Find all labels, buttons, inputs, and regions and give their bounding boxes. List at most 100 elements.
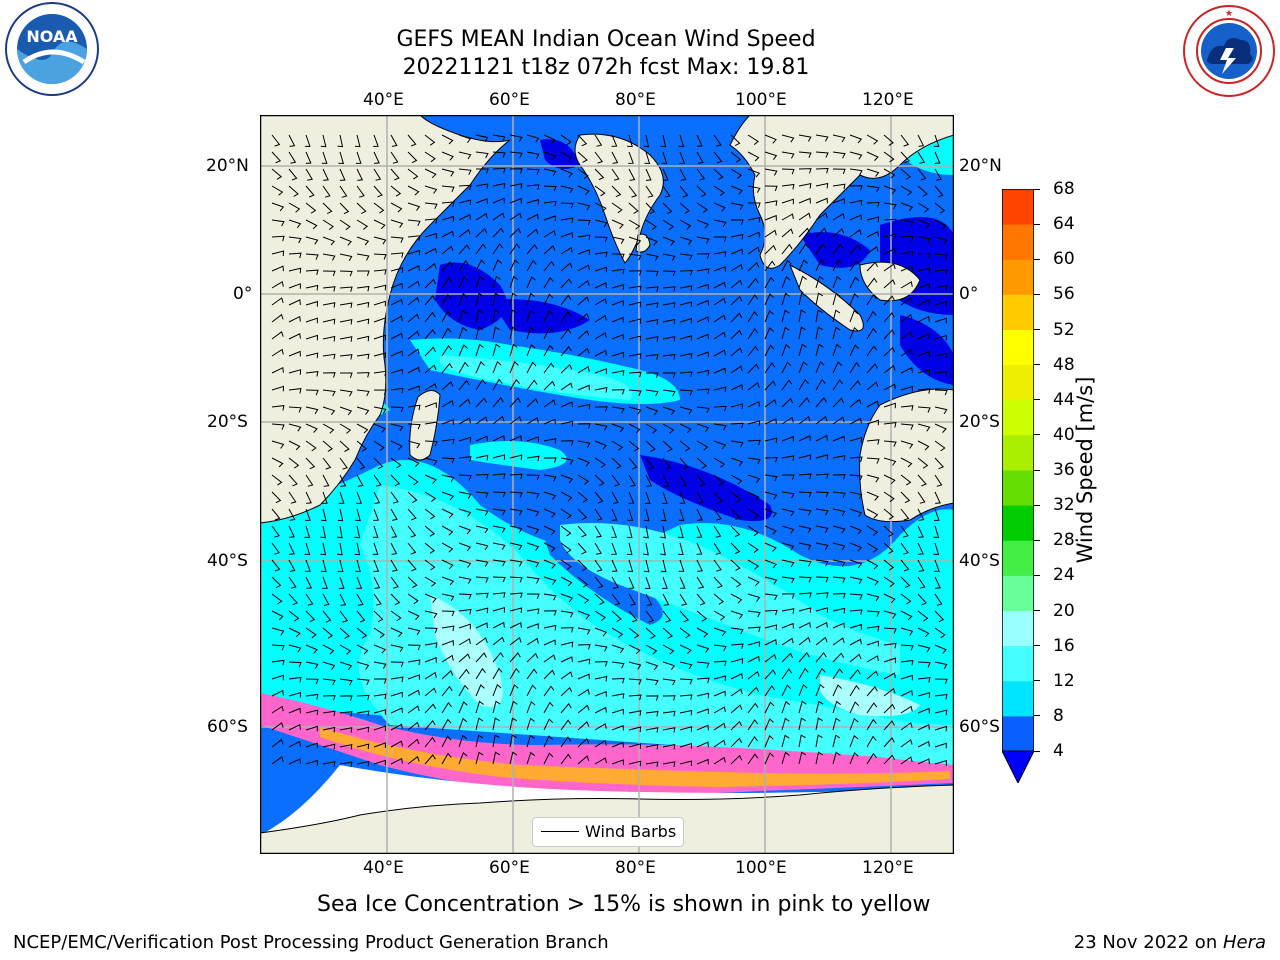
wind-barb — [866, 542, 879, 553]
wind-barb — [475, 151, 489, 159]
wind-barb — [815, 397, 827, 408]
wind-barb — [747, 457, 761, 465]
colorbar-tick-mark — [1034, 399, 1040, 401]
wind-barb — [526, 228, 539, 238]
wind-barb — [645, 270, 659, 277]
wind-barb — [526, 198, 540, 205]
wind-barb — [917, 610, 929, 622]
wind-barb — [730, 248, 743, 255]
wind-barb — [781, 361, 792, 374]
wind-barb — [390, 457, 402, 469]
wind-barb — [798, 343, 807, 357]
wind-barb — [628, 406, 642, 415]
wind-barb — [782, 474, 795, 480]
wind-barb — [883, 151, 895, 163]
colorbar-tick-mark — [1034, 434, 1040, 436]
wind-barb — [543, 185, 557, 192]
wind-barb — [696, 236, 710, 244]
colorbar-segment — [1002, 364, 1034, 401]
wind-barb — [849, 474, 863, 481]
wind-barb — [883, 168, 896, 179]
wind-barb — [305, 559, 311, 572]
wind-barb — [917, 423, 931, 432]
wind-barb — [628, 491, 635, 504]
wind-barb — [900, 627, 914, 636]
wind-barb — [492, 167, 506, 174]
wind-barb — [271, 610, 284, 621]
wind-barb — [577, 249, 590, 255]
wind-barb — [509, 134, 523, 142]
wind-barb — [849, 260, 861, 272]
wind-barb — [747, 491, 760, 502]
wind-barb — [815, 309, 823, 323]
wind-barb — [917, 202, 930, 213]
wind-barb — [288, 707, 301, 714]
wind-barb — [764, 559, 778, 569]
wind-barb — [509, 559, 523, 567]
wind-barb — [390, 627, 403, 637]
wind-barb — [390, 267, 404, 273]
wind-barb — [560, 753, 572, 765]
wind-barb — [594, 627, 608, 637]
wind-barb — [900, 440, 914, 449]
colorbar-tick-label: 12 — [1053, 670, 1075, 691]
wind-barb — [407, 576, 418, 588]
wind-barb — [900, 281, 913, 289]
wind-barb — [764, 310, 774, 323]
wind-barb — [458, 244, 470, 255]
wind-barb — [560, 671, 573, 680]
colorbar-segment — [1002, 505, 1034, 541]
wind-barb — [713, 185, 725, 197]
wind-barb — [407, 755, 420, 765]
wind-barb — [357, 270, 370, 276]
wind-barb — [781, 275, 791, 289]
wind-barb — [917, 168, 927, 181]
wind-barb — [407, 385, 420, 392]
wind-barb — [322, 372, 336, 378]
wind-barb — [798, 361, 808, 374]
wind-barb — [424, 134, 436, 146]
wind-barb — [866, 640, 879, 647]
wind-barb — [626, 525, 633, 539]
wind-barb — [475, 212, 488, 221]
map-panel: Wind Barbs — [260, 115, 954, 854]
wind-barb — [645, 440, 656, 452]
wind-barb — [917, 185, 928, 197]
wind-barb — [645, 457, 655, 470]
wind-barb — [594, 644, 608, 652]
wind-barb — [288, 440, 301, 451]
sea-ice-note: Sea Ice Concentration > 15% is shown in … — [317, 892, 931, 917]
wind-barb — [271, 440, 285, 449]
wind-barb — [407, 491, 418, 504]
wind-barb — [883, 737, 895, 748]
wind-barb — [407, 440, 421, 449]
wind-barb — [424, 168, 437, 179]
wind-barb — [679, 202, 690, 214]
wind-barb — [781, 243, 793, 255]
wind-barb — [509, 343, 518, 357]
wind-barb — [594, 134, 603, 147]
wind-barb — [611, 134, 618, 147]
wind-barb — [662, 202, 673, 215]
wind-barb — [594, 185, 606, 197]
wind-barb — [661, 151, 668, 165]
wind-barb — [304, 134, 311, 147]
wind-barb — [373, 219, 386, 230]
wind-barb — [747, 753, 759, 765]
wind-barb — [509, 542, 523, 551]
wind-barb — [662, 710, 676, 717]
wind-barb — [849, 653, 862, 663]
wind-barb — [526, 608, 540, 615]
wind-barb — [679, 352, 693, 359]
wind-barb — [320, 508, 327, 522]
wind-barb — [781, 734, 790, 748]
wind-barb — [934, 440, 946, 452]
wind-barb — [883, 295, 896, 306]
wind-barb — [338, 151, 345, 165]
wind-barb — [594, 219, 608, 228]
wind-barb — [696, 134, 703, 147]
wind-barb — [917, 542, 924, 555]
wind-barb — [543, 418, 556, 425]
wind-barb — [747, 277, 759, 289]
wind-barb — [271, 756, 284, 765]
